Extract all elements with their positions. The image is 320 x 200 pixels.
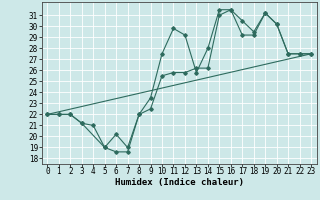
X-axis label: Humidex (Indice chaleur): Humidex (Indice chaleur)	[115, 178, 244, 187]
